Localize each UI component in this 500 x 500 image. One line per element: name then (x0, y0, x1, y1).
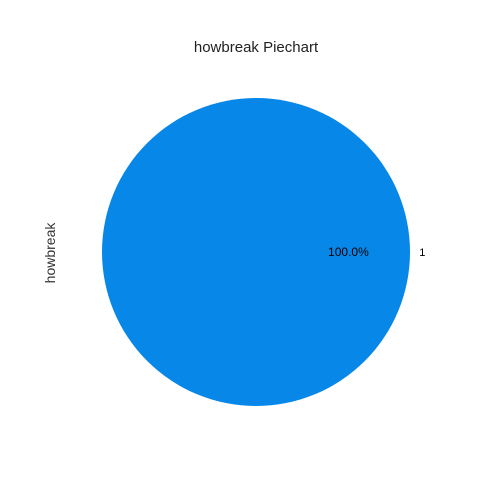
pie-slices (102, 98, 410, 406)
pie-slice (102, 98, 410, 406)
pie-labels: 1 100.0% (328, 245, 425, 259)
slice-category-label: 1 (419, 247, 425, 259)
chart-title: howbreak Piechart (194, 39, 319, 56)
y-axis-label: howbreak (42, 222, 58, 284)
slice-percent-label: 100.0% (328, 245, 369, 259)
